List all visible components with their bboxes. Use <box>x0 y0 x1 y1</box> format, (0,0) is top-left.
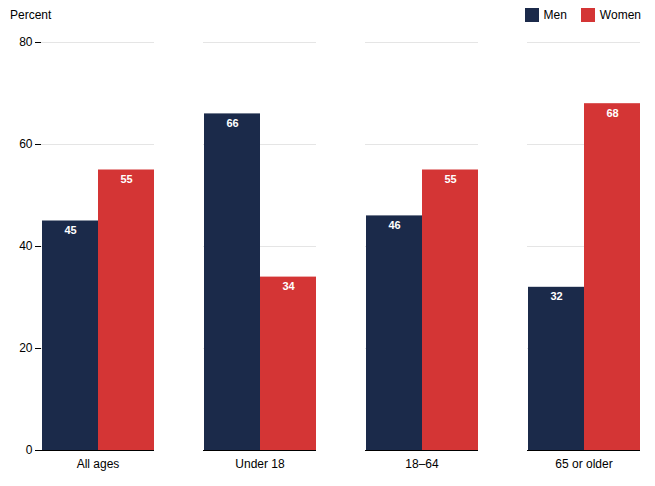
svg-text:All ages: All ages <box>77 457 120 471</box>
svg-text:20: 20 <box>19 341 33 355</box>
svg-text:18–64: 18–64 <box>405 457 439 471</box>
svg-text:55: 55 <box>120 173 132 185</box>
svg-text:45: 45 <box>64 224 76 236</box>
html-text:Percent: Percent <box>10 8 52 22</box>
svg-text:32: 32 <box>550 290 562 302</box>
svg-text:68: 68 <box>606 107 618 119</box>
svg-text:46: 46 <box>388 219 400 231</box>
html-text:Women: Women <box>599 8 641 22</box>
svg-text:65 or older: 65 or older <box>555 457 612 471</box>
svg-text:55: 55 <box>444 173 456 185</box>
svg-text:80: 80 <box>19 35 33 49</box>
svg-text:Under 18: Under 18 <box>235 457 285 471</box>
svg-text:60: 60 <box>19 137 33 151</box>
svg-text:66: 66 <box>226 117 238 129</box>
svg-text:40: 40 <box>19 239 33 253</box>
svg-text:0: 0 <box>26 443 33 457</box>
html-text:Men: Men <box>543 8 567 22</box>
svg-text:34: 34 <box>282 280 295 292</box>
